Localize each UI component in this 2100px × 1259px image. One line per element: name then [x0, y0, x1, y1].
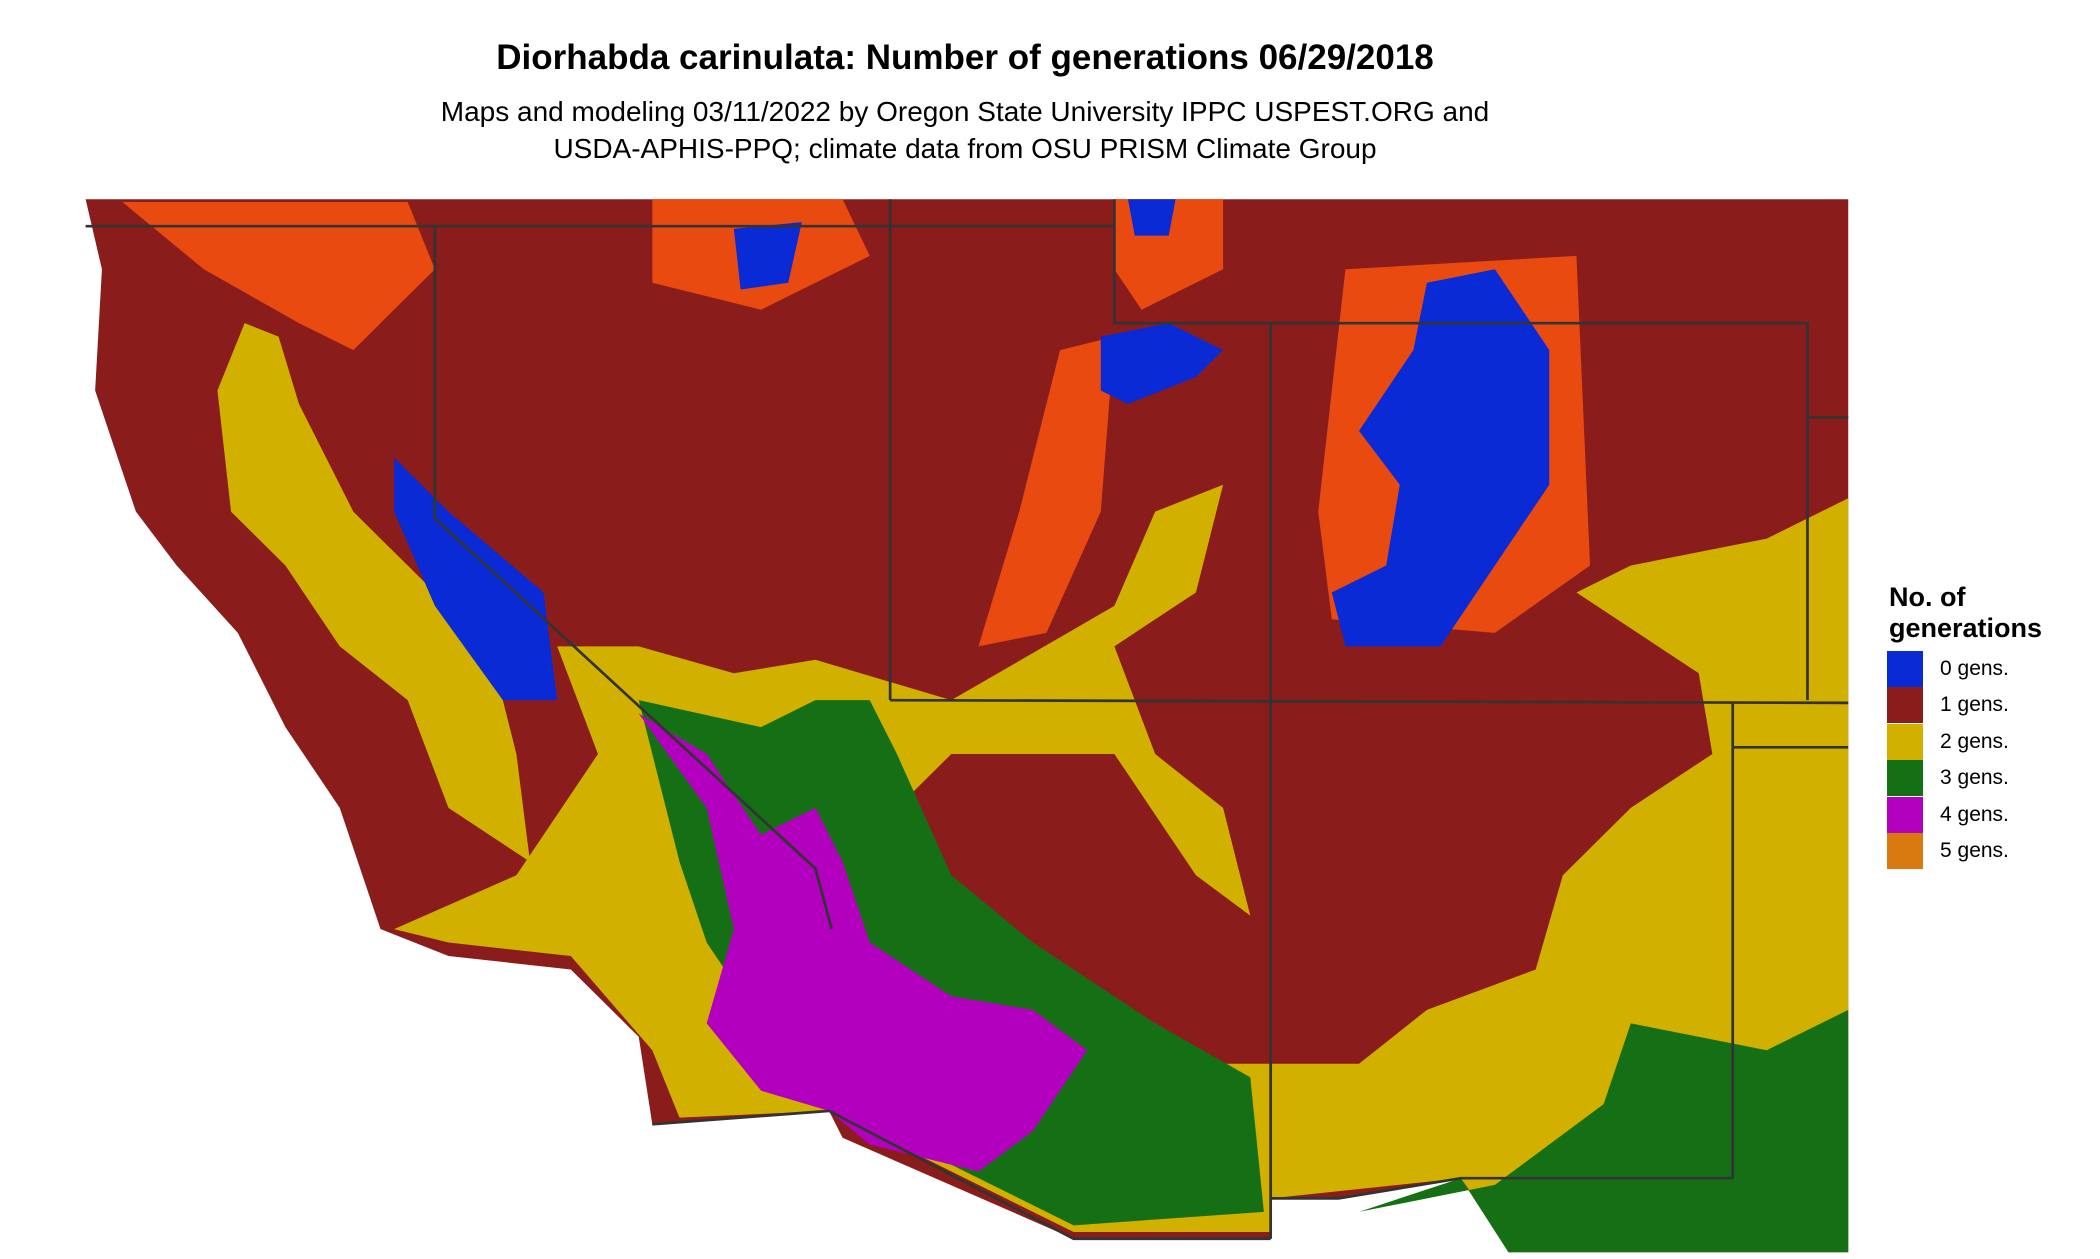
legend-label: 1 gens.	[1940, 693, 2009, 717]
region-orange	[978, 336, 1115, 647]
legend-swatch	[1887, 687, 1923, 724]
legend-label: 3 gens.	[1940, 766, 2009, 790]
legend-swatch	[1887, 833, 1923, 869]
legend-title: No. of	[1889, 582, 1966, 612]
legend-title: generations	[1889, 613, 2043, 643]
region-4-gens	[638, 713, 1088, 1172]
region-2-gens	[217, 323, 531, 862]
subtitle: USDA-APHIS-PPQ; climate data from OSU PR…	[553, 133, 1377, 164]
legend-swatch	[1887, 760, 1923, 797]
legend-swatch	[1887, 723, 1923, 760]
legend-label: 2 gens.	[1940, 729, 2009, 753]
region-0-gens	[1127, 199, 1176, 236]
legend-swatch	[1887, 796, 1923, 833]
legend-label: 0 gens.	[1940, 657, 2009, 680]
map-body	[85, 199, 1849, 1253]
region-3-gens	[1359, 1009, 1849, 1253]
legend-swatch	[1887, 651, 1923, 687]
subtitle: Maps and modeling 03/11/2022 by Oregon S…	[440, 96, 1490, 127]
region-orange	[122, 201, 435, 351]
title: Diorhabda carinulata: Number of generati…	[496, 38, 1434, 77]
region-0-gens	[733, 222, 802, 290]
legend-label: 5 gens.	[1940, 839, 2009, 862]
state-borders	[85, 199, 1849, 1241]
region-0-gens	[1100, 323, 1224, 404]
region-0-gens	[1331, 269, 1550, 647]
legend-label: 4 gens.	[1940, 802, 2009, 826]
